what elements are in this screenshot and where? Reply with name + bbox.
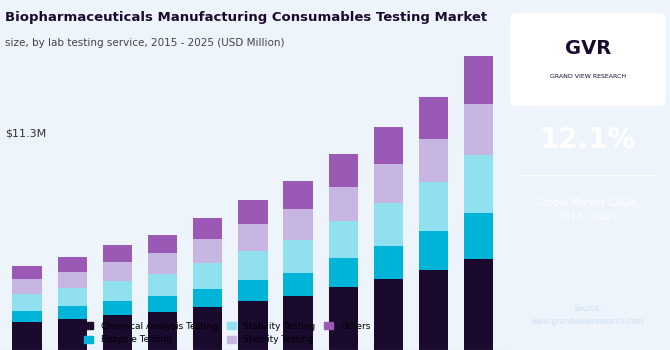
Legend: Chemical Analysis Testing, Enzyme Testing, Stability Testing, Sterility Testing,: Chemical Analysis Testing, Enzyme Testin… xyxy=(80,317,375,349)
Bar xyxy=(13,310,42,322)
Text: Global Market CAGR,
2018 - 2025: Global Market CAGR, 2018 - 2025 xyxy=(537,198,639,222)
Bar xyxy=(58,288,87,306)
Bar xyxy=(148,296,178,312)
Bar xyxy=(328,221,358,258)
Bar xyxy=(283,273,313,296)
Bar xyxy=(13,279,42,294)
Bar xyxy=(328,187,358,221)
Bar xyxy=(283,209,313,240)
Bar xyxy=(419,231,448,270)
Bar xyxy=(464,259,493,350)
Text: $11.3M: $11.3M xyxy=(5,128,46,138)
Bar xyxy=(193,239,222,263)
Bar xyxy=(58,319,87,350)
FancyBboxPatch shape xyxy=(511,14,665,105)
Bar xyxy=(13,322,42,350)
Bar xyxy=(464,213,493,259)
Bar xyxy=(193,307,222,350)
Bar xyxy=(103,281,132,301)
Bar xyxy=(148,234,178,253)
Bar xyxy=(328,258,358,287)
Text: size, by lab testing service, 2015 - 2025 (USD Million): size, by lab testing service, 2015 - 202… xyxy=(5,38,285,49)
Bar xyxy=(148,253,178,274)
Text: Source:
www.grandviewresearch.com: Source: www.grandviewresearch.com xyxy=(532,304,644,326)
Bar xyxy=(58,257,87,272)
Bar xyxy=(239,251,267,280)
Bar xyxy=(374,127,403,164)
Bar xyxy=(419,182,448,231)
Bar xyxy=(419,139,448,182)
Bar xyxy=(464,155,493,213)
Bar xyxy=(58,306,87,319)
Bar xyxy=(419,270,448,350)
Bar xyxy=(58,272,87,288)
Bar xyxy=(328,154,358,187)
Bar xyxy=(239,280,267,301)
Text: GRAND VIEW RESEARCH: GRAND VIEW RESEARCH xyxy=(550,75,626,79)
Bar xyxy=(239,200,267,224)
Bar xyxy=(193,263,222,289)
Bar xyxy=(148,274,178,296)
Bar xyxy=(103,262,132,281)
Bar xyxy=(103,245,132,262)
Bar xyxy=(374,164,403,203)
Text: 12.1%: 12.1% xyxy=(540,126,636,154)
Bar xyxy=(328,287,358,350)
Bar xyxy=(148,312,178,350)
Bar xyxy=(283,181,313,209)
Bar xyxy=(464,56,493,104)
Text: Biopharmaceuticals Manufacturing Consumables Testing Market: Biopharmaceuticals Manufacturing Consuma… xyxy=(5,10,487,23)
Bar xyxy=(103,315,132,350)
Bar xyxy=(464,104,493,155)
Bar xyxy=(374,279,403,350)
Bar xyxy=(283,296,313,350)
Bar xyxy=(374,203,403,246)
Bar xyxy=(103,301,132,315)
Bar xyxy=(419,97,448,139)
Bar xyxy=(193,218,222,239)
Text: GVR: GVR xyxy=(565,40,611,58)
Bar xyxy=(193,289,222,307)
Bar xyxy=(239,224,267,251)
Bar xyxy=(283,240,313,273)
Bar xyxy=(13,294,42,310)
Bar xyxy=(374,246,403,279)
Bar xyxy=(13,266,42,279)
Bar xyxy=(239,301,267,350)
